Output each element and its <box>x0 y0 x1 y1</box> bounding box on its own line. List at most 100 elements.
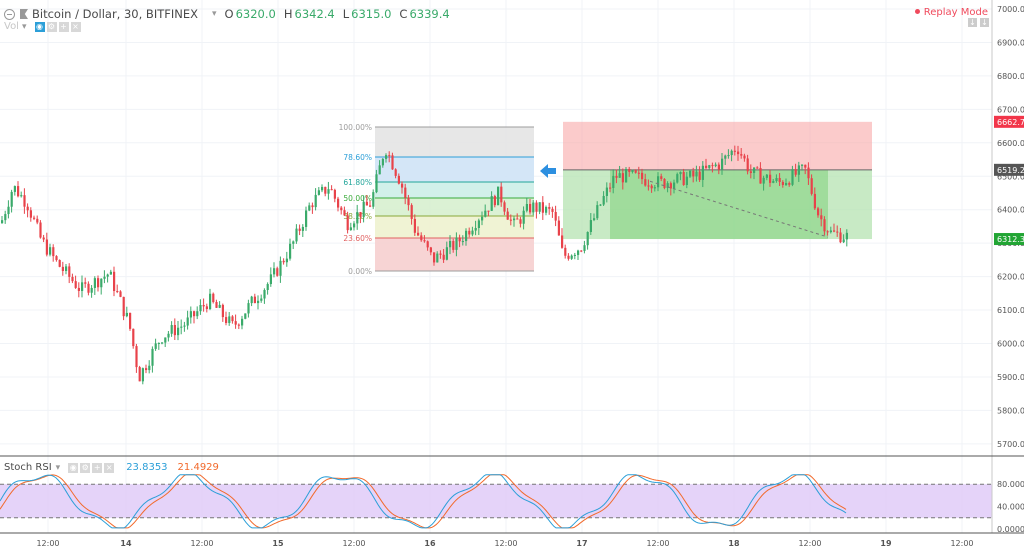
chevron-down-icon[interactable]: ▾ <box>212 9 217 19</box>
candle <box>170 325 173 334</box>
symbol-legend: Bitcoin / Dollar, 30, BITFINEX ▾ O 6320.0… <box>4 6 450 22</box>
candle <box>561 235 564 248</box>
close-icon[interactable]: × <box>104 462 115 473</box>
candle <box>253 296 256 304</box>
candle <box>541 202 544 213</box>
settings-icon[interactable]: ⚙ <box>46 21 57 32</box>
candle <box>820 215 823 220</box>
flag-icon[interactable] <box>20 9 28 19</box>
add-icon[interactable]: + <box>58 21 69 32</box>
eye-icon[interactable]: ◉ <box>34 21 45 32</box>
candle <box>311 205 314 208</box>
candle <box>385 155 388 159</box>
download-icon[interactable]: ↓ <box>968 18 977 27</box>
price-axis-label: 6900.0 <box>997 38 1024 47</box>
candle <box>113 271 116 292</box>
candle <box>532 202 535 213</box>
projection-line[interactable] <box>649 180 829 238</box>
candle <box>209 293 212 310</box>
arrow-left-icon[interactable] <box>540 164 556 178</box>
candle <box>234 321 237 325</box>
candle <box>388 155 391 157</box>
time-axis-label: 15 <box>272 539 284 548</box>
price-axis-label: 6700.0 <box>997 105 1024 114</box>
candle <box>615 175 618 178</box>
close-icon[interactable]: × <box>70 21 81 32</box>
candle <box>349 227 352 231</box>
candle <box>839 232 842 243</box>
candle <box>471 230 474 235</box>
candle <box>413 218 416 233</box>
candle <box>177 327 180 336</box>
candle <box>109 271 112 275</box>
candle <box>52 247 55 257</box>
candle <box>68 266 71 277</box>
candle <box>823 219 826 232</box>
candle <box>577 250 580 255</box>
candle <box>813 193 816 209</box>
candle <box>199 304 202 312</box>
candle <box>202 304 205 307</box>
chevron-down-icon[interactable]: ▾ <box>21 21 27 32</box>
candle <box>641 172 644 180</box>
candle <box>119 291 122 297</box>
time-axis-label: 16 <box>424 539 436 548</box>
candle <box>407 197 410 206</box>
candle <box>727 155 730 157</box>
candle <box>308 205 311 211</box>
candle <box>330 189 333 191</box>
candle <box>612 175 615 188</box>
time-axis-label: 12:00 <box>950 539 973 548</box>
stoch-d-line <box>0 474 847 529</box>
candle <box>135 346 138 368</box>
candle <box>433 252 436 263</box>
time-axis-label: 12:00 <box>342 539 365 548</box>
candle <box>586 231 589 246</box>
candle <box>442 254 445 260</box>
candle <box>602 195 605 205</box>
candle <box>333 189 336 199</box>
stoch-axis-label: 0.0000 <box>997 525 1024 534</box>
chevron-down-icon[interactable]: ▾ <box>55 462 61 473</box>
fib-level-label: 23.60% <box>343 234 372 243</box>
candle <box>100 278 103 288</box>
candle <box>314 194 317 208</box>
candle <box>666 183 669 188</box>
candle <box>279 260 282 276</box>
candle <box>465 230 468 242</box>
price-axis-label: 6000.0 <box>997 340 1024 349</box>
candle <box>29 210 32 218</box>
candle <box>580 250 583 252</box>
collapse-icon[interactable] <box>4 8 15 20</box>
candle <box>81 282 84 291</box>
candle <box>458 237 461 242</box>
download-icon[interactable]: ↓ <box>980 18 989 27</box>
replay-mode-indicator[interactable]: Replay Mode <box>914 7 988 18</box>
add-icon[interactable]: + <box>92 462 103 473</box>
symbol-title[interactable]: Bitcoin / Dollar, 30, BITFINEX <box>32 7 198 21</box>
candle <box>705 165 708 168</box>
ohlc-high-key: H <box>283 7 293 21</box>
stop-zone[interactable] <box>563 121 872 170</box>
eye-icon[interactable]: ◉ <box>68 462 79 473</box>
candle <box>10 191 13 207</box>
target-zone[interactable] <box>563 169 872 240</box>
candle <box>317 190 320 195</box>
candle <box>58 260 61 267</box>
stoch-axis-label: 40.0000 <box>997 503 1024 512</box>
candle <box>13 186 16 192</box>
fib-level-label: 61.80% <box>343 178 372 187</box>
candle <box>634 170 637 173</box>
candle <box>257 300 260 304</box>
candle <box>356 211 359 224</box>
settings-icon[interactable]: ⚙ <box>80 462 91 473</box>
candle <box>589 220 592 232</box>
stoch-rsi-title[interactable]: Stoch RSI <box>4 462 52 473</box>
volume-label[interactable]: Vol <box>4 21 19 32</box>
position-progress <box>610 169 828 240</box>
time-axis-label: 14 <box>120 539 132 548</box>
candle <box>1 220 4 224</box>
candle <box>625 168 628 183</box>
